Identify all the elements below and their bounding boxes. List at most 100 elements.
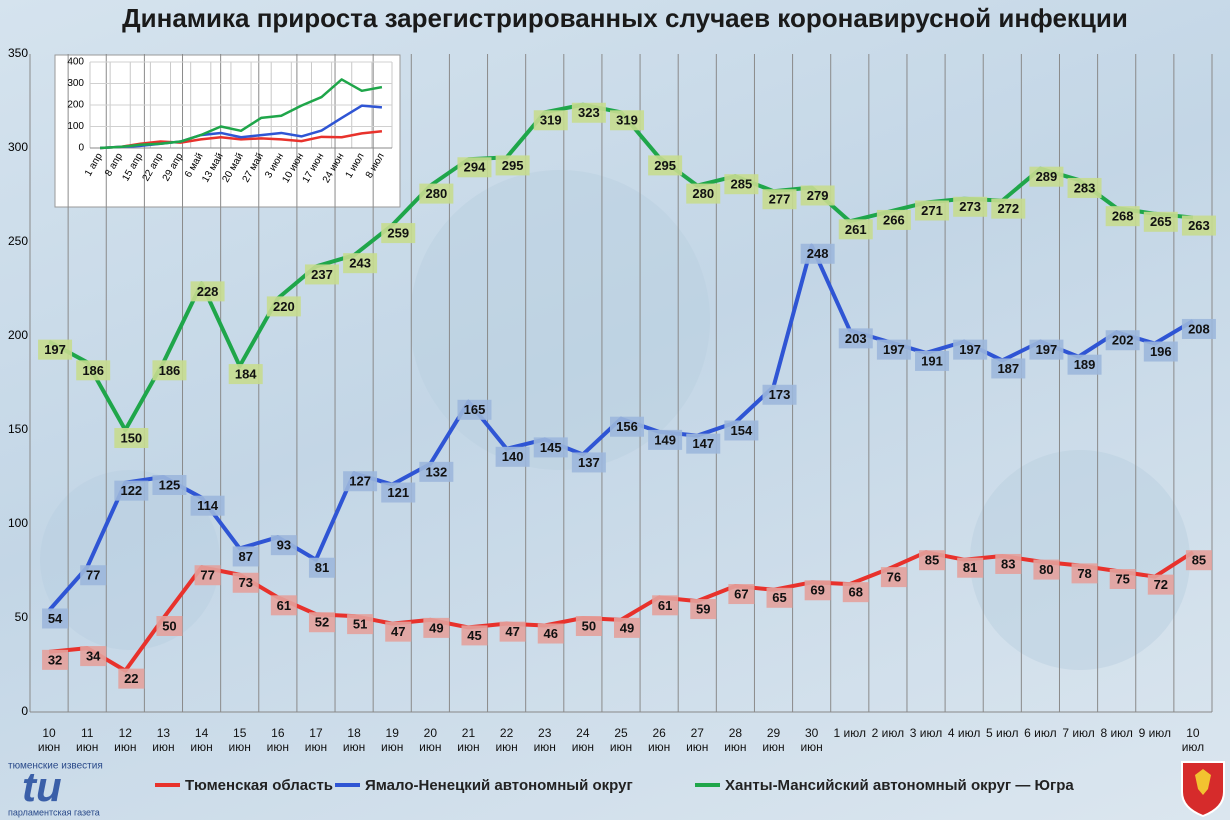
- value-label-box: [304, 264, 339, 285]
- value-label-box: [114, 428, 149, 448]
- value-label-box: [876, 209, 911, 230]
- value-label-box: [1033, 559, 1060, 580]
- x-tick-label: 28 июн: [724, 726, 747, 754]
- value-label: 295: [654, 158, 676, 173]
- value-label: 52: [315, 615, 329, 630]
- value-label: 77: [200, 568, 214, 583]
- value-label-box: [915, 350, 950, 371]
- value-label: 283: [1074, 180, 1096, 195]
- value-label: 150: [120, 430, 142, 445]
- value-label: 268: [1112, 209, 1134, 224]
- value-label-box: [42, 649, 69, 670]
- value-label-box: [686, 433, 721, 454]
- value-label: 34: [86, 649, 101, 664]
- value-label: 280: [426, 186, 448, 201]
- value-label-box: [232, 572, 259, 593]
- x-tick-label: 12 июн: [114, 726, 137, 754]
- value-label-box: [194, 565, 221, 586]
- value-label: 266: [883, 212, 905, 227]
- value-label: 67: [734, 586, 748, 601]
- y-tick-label: 0: [78, 143, 84, 154]
- value-label-box: [495, 155, 530, 176]
- y-tick-label: 350: [8, 46, 28, 60]
- value-label: 32: [48, 652, 62, 667]
- value-label-box: [80, 646, 107, 667]
- value-label-box: [381, 223, 416, 244]
- value-label-box: [1105, 206, 1140, 227]
- value-label: 203: [845, 331, 867, 346]
- value-label: 65: [772, 590, 786, 605]
- value-label-box: [1143, 341, 1178, 362]
- value-label-box: [308, 557, 335, 578]
- x-tick-label: 11 июн: [76, 726, 99, 754]
- y-tick-label: 400: [67, 57, 84, 68]
- value-label: 59: [696, 602, 710, 617]
- value-label: 323: [578, 105, 600, 120]
- x-tick-label: 23 июн: [533, 726, 556, 754]
- value-label-box: [766, 587, 793, 608]
- value-label: 237: [311, 267, 333, 282]
- value-label-box: [343, 253, 378, 274]
- value-label: 271: [921, 203, 943, 218]
- value-label-box: [38, 339, 73, 360]
- value-label: 87: [238, 549, 252, 564]
- value-label: 261: [845, 222, 867, 237]
- value-label: 76: [887, 570, 901, 585]
- value-label: 114: [197, 498, 219, 513]
- value-label: 272: [997, 201, 1019, 216]
- value-label: 125: [159, 477, 181, 492]
- y-tick-label: 0: [21, 704, 28, 718]
- value-label-box: [991, 358, 1026, 379]
- x-tick-label: 13 июн: [152, 726, 175, 754]
- x-tick-label: 3 июл: [909, 726, 943, 740]
- value-label: 72: [1154, 577, 1168, 592]
- value-label-box: [42, 608, 69, 629]
- value-label: 81: [315, 560, 329, 575]
- value-label-box: [152, 360, 187, 381]
- y-tick-label: 200: [8, 328, 28, 342]
- value-label-box: [1029, 339, 1064, 360]
- value-label-box: [1181, 215, 1216, 236]
- value-label-box: [495, 446, 530, 467]
- x-tick-label: 4 июл: [947, 726, 981, 740]
- value-label-box: [652, 595, 679, 616]
- value-label: 156: [616, 419, 638, 434]
- value-label: 127: [349, 474, 371, 489]
- value-label: 319: [616, 113, 638, 128]
- value-label: 184: [235, 367, 257, 382]
- value-label: 122: [120, 483, 142, 498]
- x-tick-label: 2 июл: [871, 726, 905, 740]
- emblem-eagle: [1195, 769, 1211, 795]
- value-label: 77: [86, 568, 100, 583]
- x-tick-label: 24 июн: [571, 726, 595, 754]
- value-label-box: [876, 339, 911, 360]
- legend-label: Ямало-Ненецкий автономный округ: [365, 777, 633, 794]
- value-label: 228: [197, 284, 219, 299]
- x-tick-label: 21 июн: [457, 726, 480, 754]
- value-label: 73: [238, 575, 252, 590]
- background-virus: [410, 170, 710, 470]
- value-label: 186: [159, 363, 181, 378]
- value-label: 319: [540, 113, 562, 128]
- value-label-box: [957, 557, 984, 578]
- value-label-box: [537, 623, 564, 644]
- y-tick-label: 300: [67, 78, 84, 89]
- value-label: 202: [1112, 333, 1134, 348]
- value-label: 186: [82, 363, 104, 378]
- x-tick-label: 14 июн: [190, 726, 213, 754]
- value-label-box: [270, 535, 297, 556]
- value-label-box: [880, 567, 907, 588]
- brand-top: тюменские известия: [8, 761, 103, 772]
- x-tick-label: 18 июн: [342, 726, 366, 754]
- value-label-box: [953, 339, 988, 360]
- value-label-box: [76, 360, 111, 381]
- value-label: 280: [692, 186, 714, 201]
- legend-label: Ханты-Мансийский автономный округ — Югра: [725, 777, 1074, 794]
- value-label: 294: [464, 160, 486, 175]
- value-label-box: [1185, 550, 1212, 571]
- value-label: 187: [997, 361, 1019, 376]
- value-label: 85: [1192, 553, 1206, 568]
- value-label-box: [457, 399, 492, 420]
- value-label-box: [610, 416, 644, 437]
